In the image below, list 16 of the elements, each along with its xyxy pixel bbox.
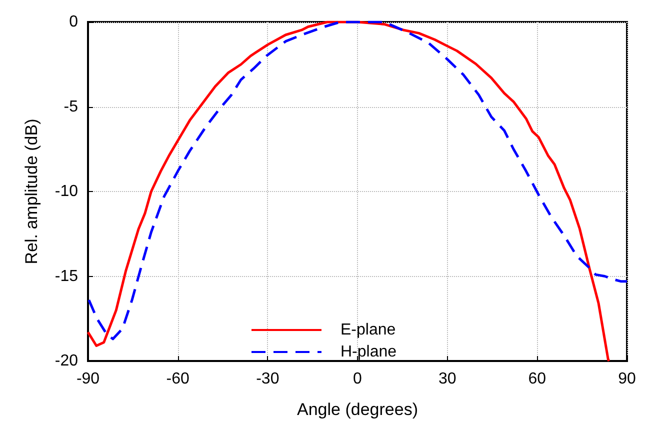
x-tick-label: 30 xyxy=(438,370,456,388)
y-tick-label: -10 xyxy=(54,183,78,200)
x-tick-label: 60 xyxy=(528,370,546,388)
x-tick-label: -30 xyxy=(256,370,280,388)
y-tick-label: -15 xyxy=(54,268,78,285)
y-tick-label: 0 xyxy=(69,14,78,30)
x-tick-label: -90 xyxy=(76,370,100,388)
x-tick-label: -60 xyxy=(166,370,190,388)
y-tick-label: -5 xyxy=(64,98,78,116)
x-tick-label: 90 xyxy=(618,370,636,388)
legend-label: H-plane xyxy=(340,344,397,360)
x-axis-title: Angle (degrees) xyxy=(297,400,418,419)
x-tick-label: 0 xyxy=(353,370,362,388)
y-tick-label: -20 xyxy=(54,352,78,370)
y-axis-title: Rel. amplitude (dB) xyxy=(22,118,41,264)
legend-label: E-plane xyxy=(340,322,396,338)
